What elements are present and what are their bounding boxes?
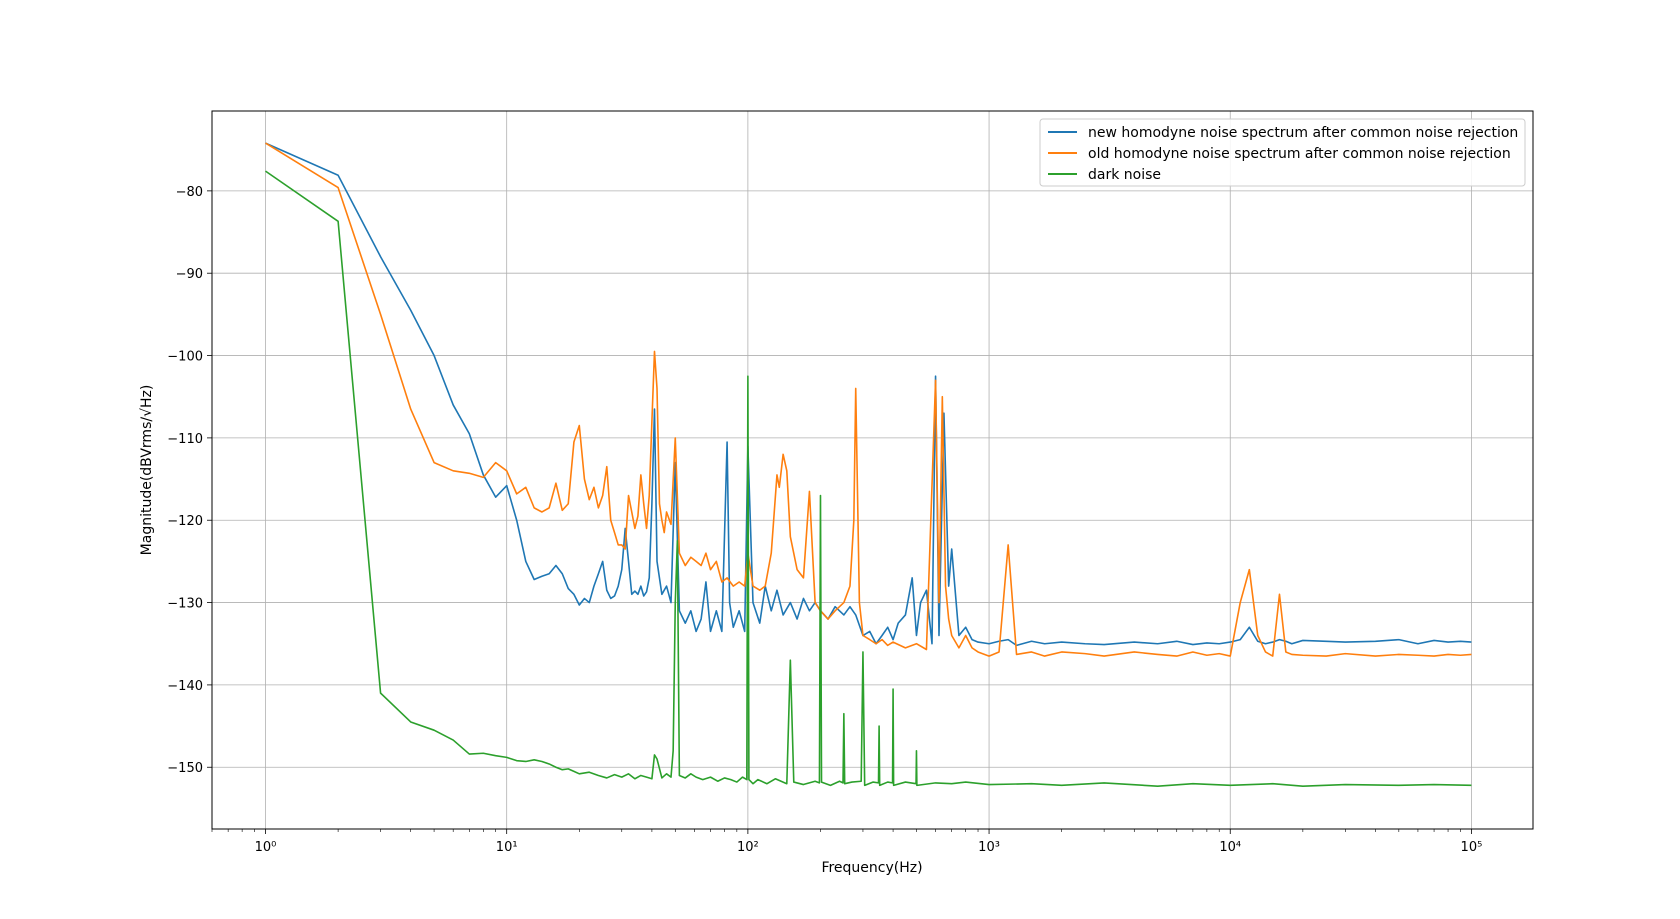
y-tick-label: −140 xyxy=(167,679,203,694)
x-tick-label: 10³ xyxy=(978,840,1000,855)
series-line-1 xyxy=(265,142,1472,657)
x-axis-label: Frequency(Hz) xyxy=(821,860,922,876)
series-line-0 xyxy=(265,142,1472,647)
y-tick-label: −80 xyxy=(176,185,203,200)
x-tick-label: 10⁵ xyxy=(1461,840,1483,855)
x-tick-label: 10¹ xyxy=(496,840,518,855)
x-tick-label: 10⁴ xyxy=(1219,840,1241,855)
legend-label-0: new homodyne noise spectrum after common… xyxy=(1088,125,1518,141)
series-lines xyxy=(265,142,1472,787)
y-tick-label: −120 xyxy=(167,514,203,529)
axis-ticks: 10⁰ 10¹ 10² 10³ 10⁴ 10⁵ −80 −90 −100 −110 −120 −130… xyxy=(167,185,1482,855)
y-tick-label: −150 xyxy=(167,761,203,776)
x-tick-label: 10⁰ xyxy=(255,840,277,855)
legend-box xyxy=(1039,118,1526,187)
y-tick-label: −100 xyxy=(167,350,203,365)
y-tick-label: −110 xyxy=(167,432,203,447)
plot-frame xyxy=(211,110,1534,830)
y-tick-label: −130 xyxy=(167,597,203,612)
x-tick-label: 10² xyxy=(737,840,759,855)
legend-label-2: dark noise xyxy=(1088,167,1161,183)
y-tick-label: −90 xyxy=(176,267,203,282)
y-axis-label: Magnitude(dBVrms/√Hz) xyxy=(139,385,155,556)
legend: new homodyne noise spectrum after common… xyxy=(1039,118,1526,187)
legend-label-1: old homodyne noise spectrum after common… xyxy=(1088,146,1511,162)
series-line-2 xyxy=(265,170,1472,787)
